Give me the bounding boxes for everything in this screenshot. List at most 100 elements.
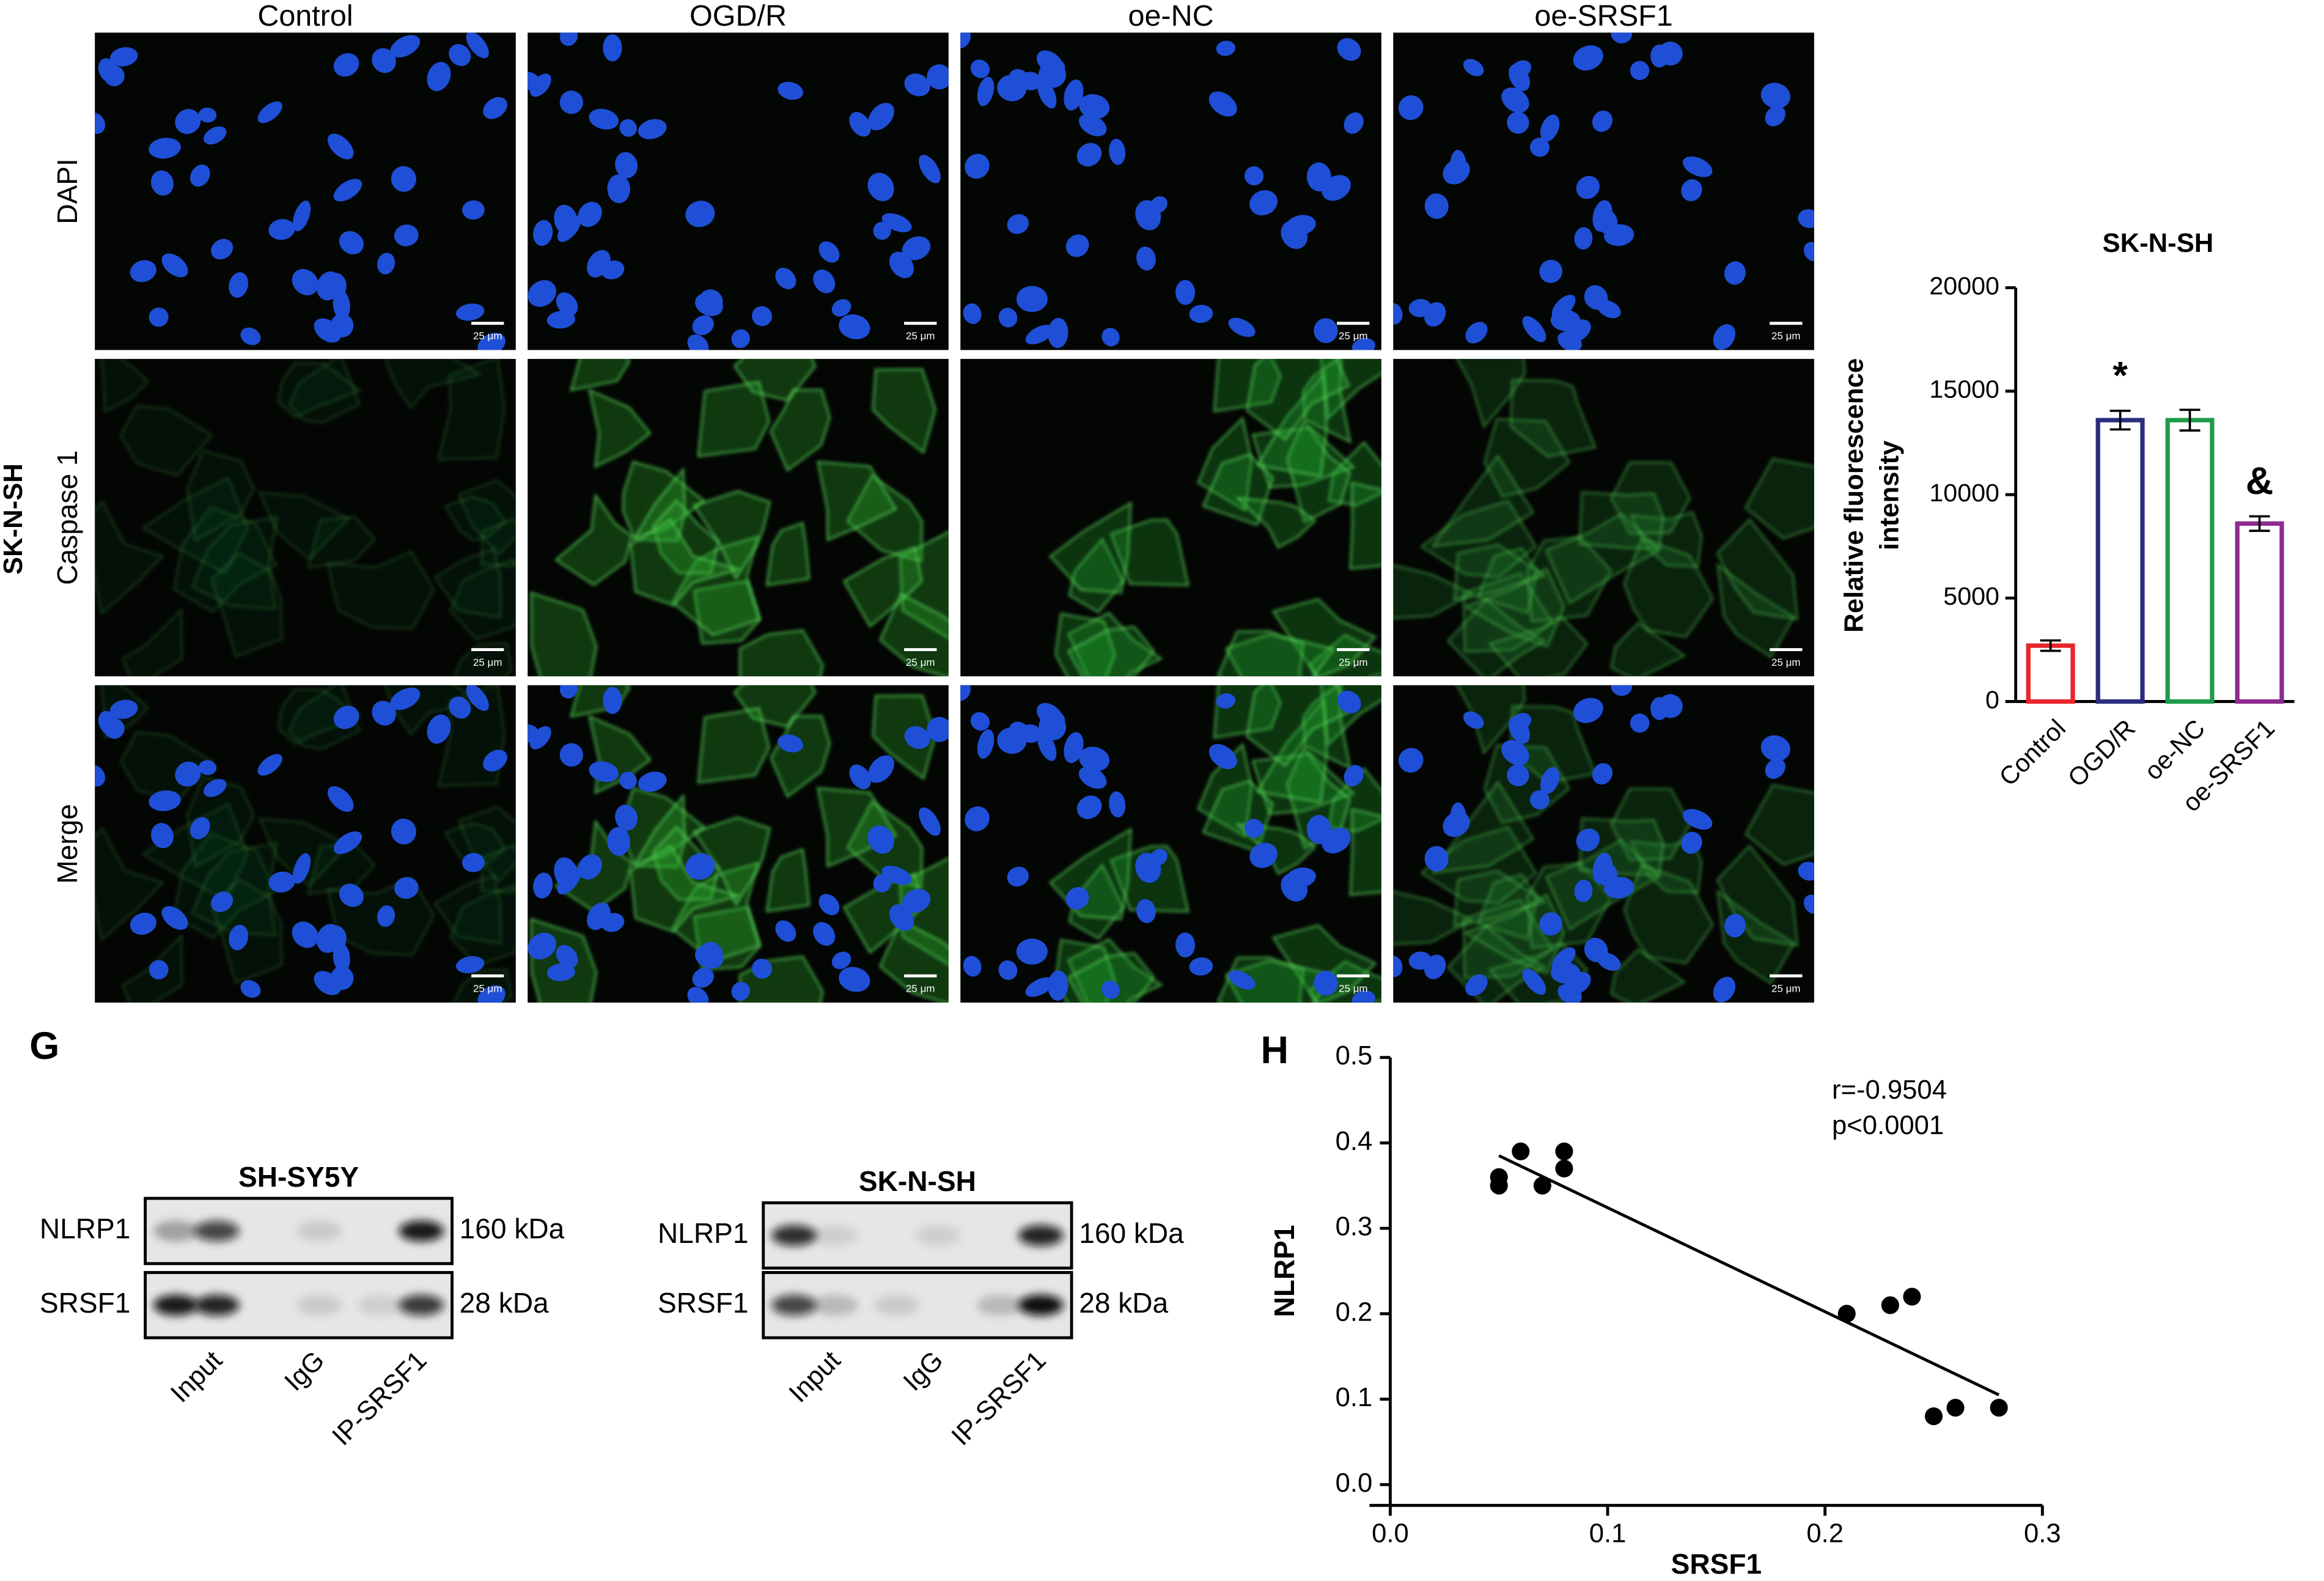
nucleus	[130, 260, 156, 282]
nucleus	[1020, 724, 1042, 743]
y-tick-label: 15000	[1929, 375, 1999, 404]
cell-body	[1744, 457, 1814, 540]
row-label: DAPI	[51, 158, 83, 224]
cell-body	[1623, 537, 1714, 638]
nucleus	[528, 932, 557, 960]
y-tick-label: 5000	[1943, 582, 1999, 610]
cell-body	[1453, 544, 1546, 601]
cell-body	[1246, 359, 1350, 441]
cell-body	[872, 368, 936, 454]
nucleus	[528, 280, 557, 307]
nucleus	[1551, 947, 1576, 971]
cell-body	[1067, 952, 1155, 1003]
nucleus	[292, 921, 318, 948]
cell-body	[570, 359, 631, 392]
y-axis-label: NLRP1	[1268, 1225, 1300, 1317]
nucleus	[1101, 980, 1120, 999]
nucleus	[1065, 886, 1089, 910]
nucleus	[1016, 938, 1048, 965]
cell-body	[765, 521, 811, 586]
scale-bar-label: 25 μm	[906, 657, 935, 668]
cell-body	[437, 359, 506, 461]
nucleus	[1208, 91, 1237, 117]
stat-annotation: r=-0.9504	[1832, 1075, 1947, 1105]
cell-body	[697, 707, 770, 784]
panel-label: G	[29, 1025, 59, 1067]
nucleus	[151, 823, 174, 849]
cell-body	[1393, 890, 1474, 946]
nucleus	[130, 912, 156, 935]
nucleus	[1344, 112, 1364, 134]
cell-body	[1349, 482, 1381, 570]
cell-body	[121, 607, 183, 677]
nucleus	[960, 685, 971, 702]
nucleus	[589, 108, 619, 130]
micrograph-content	[1049, 359, 1381, 677]
nucleus	[240, 327, 261, 345]
cell-body	[186, 775, 255, 868]
nucleus	[1564, 319, 1591, 343]
micrograph-content	[528, 32, 949, 350]
cell-body	[480, 517, 516, 567]
x-tick-label: 0.0	[1372, 1518, 1409, 1548]
blot-band	[296, 1220, 342, 1242]
nucleus	[1509, 64, 1530, 91]
nucleus	[449, 44, 471, 66]
nucleus	[377, 252, 395, 275]
nucleus	[1576, 175, 1600, 199]
blot-row-label: SRSF1	[658, 1287, 748, 1319]
nucleus	[333, 831, 362, 854]
blot-band	[153, 1220, 199, 1242]
nucleus	[1337, 38, 1361, 61]
blot-size-label: 160 kDa	[460, 1213, 565, 1245]
nucleus	[1314, 318, 1338, 344]
nucleus	[1765, 105, 1785, 127]
nucleus	[1007, 214, 1029, 234]
cell-body	[1393, 564, 1474, 619]
scale-bar-label: 25 μm	[1771, 983, 1801, 995]
scale-bar-label: 25 μm	[1339, 983, 1368, 995]
micrograph: 25 μm	[1393, 685, 1814, 1003]
cell-body	[738, 629, 824, 677]
nucleus	[240, 980, 261, 998]
nucleus	[175, 109, 201, 135]
chart-title: SK-N-SH	[2103, 228, 2214, 258]
nucleus	[685, 853, 715, 880]
error-bar	[2179, 408, 2201, 432]
nucleus	[1611, 32, 1633, 43]
nucleus	[1208, 743, 1237, 770]
nucleus	[601, 260, 625, 279]
nucleus	[1281, 873, 1308, 902]
cell-body	[554, 493, 633, 586]
nucleus	[1592, 852, 1612, 885]
cell-body	[693, 490, 771, 580]
data-point	[1512, 1142, 1530, 1160]
y-axis-label: intensity	[1875, 440, 1905, 550]
cell-body	[1453, 870, 1546, 927]
y-tick-label: 0.4	[1336, 1126, 1373, 1156]
nucleus	[970, 59, 990, 78]
data-point	[1555, 1159, 1573, 1177]
data-point	[1533, 1176, 1551, 1195]
nucleus	[1573, 45, 1603, 71]
micrograph-content	[960, 32, 1375, 350]
nucleus	[316, 924, 342, 953]
nucleus	[1150, 849, 1168, 866]
nucleus	[615, 152, 638, 179]
nucleus	[268, 219, 295, 240]
cell-body	[629, 518, 741, 606]
nucleus	[1450, 802, 1467, 833]
nucleus	[963, 956, 982, 977]
nucleus	[1216, 40, 1236, 56]
nucleus	[685, 201, 715, 227]
nucleus	[394, 224, 419, 246]
nucleus	[161, 253, 188, 278]
x-tick-label: 0.3	[2024, 1518, 2061, 1548]
nucleus	[372, 48, 396, 73]
scale-bar-label: 25 μm	[473, 657, 502, 668]
cell-body	[765, 848, 811, 913]
nucleus	[327, 786, 354, 812]
nucleus	[603, 34, 622, 62]
micrograph: 25 μm	[95, 359, 516, 677]
data-point	[1555, 1142, 1573, 1160]
